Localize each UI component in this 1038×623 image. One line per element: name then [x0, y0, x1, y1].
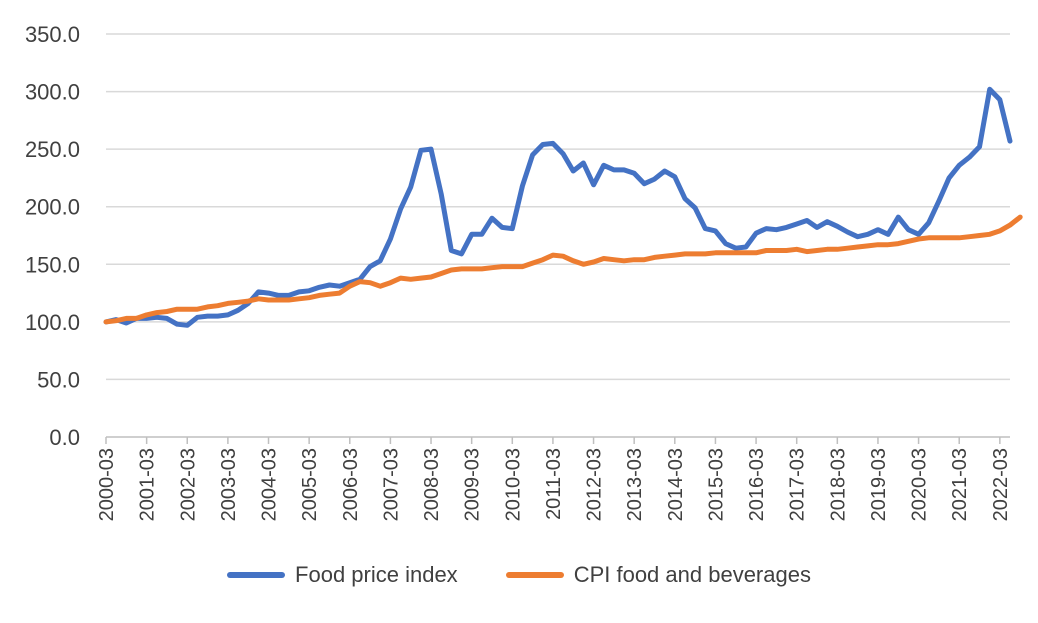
- gridlines: [106, 33, 1010, 381]
- x-tick-label: 2015-03: [705, 448, 727, 521]
- x-tick-label: 2013-03: [624, 448, 646, 521]
- y-tick-label: 350.0: [25, 22, 80, 47]
- legend-swatch-food-price-index: [227, 572, 286, 578]
- series-line-cpi-food-beverages: [103, 214, 1023, 325]
- x-tick-label: 2007-03: [380, 448, 402, 521]
- axes: 0.0 50.0 100.0 150.0 200.0 250.0 300.0 350.0 200…: [25, 22, 1012, 521]
- x-tick-label: 2009-03: [462, 448, 484, 521]
- legend-item-cpi-food-beverages: CPI food and beverages: [505, 562, 811, 588]
- x-tick-label: 2010-03: [502, 448, 524, 521]
- series-lines: [103, 86, 1023, 328]
- y-tick-label: 50.0: [37, 367, 80, 392]
- legend-swatch-cpi-food-beverages: [505, 572, 564, 578]
- x-tick-label: 2022-03: [990, 448, 1012, 521]
- x-tick-label: 2004-03: [259, 448, 281, 521]
- x-tick-label: 2005-03: [299, 448, 321, 521]
- legend-label-food-price-index: Food price index: [295, 562, 458, 587]
- series-line-food-price-index: [103, 86, 1013, 328]
- x-tick-label: 2018-03: [827, 448, 849, 521]
- line-chart: 0.0 50.0 100.0 150.0 200.0 250.0 300.0 350.0 200…: [25, 22, 1023, 521]
- y-tick-label: 200.0: [25, 195, 80, 220]
- x-tick-label: 2011-03: [543, 448, 565, 520]
- x-tick-label: 2002-03: [177, 448, 199, 521]
- x-tick-label: 2001-03: [137, 448, 159, 521]
- x-tick-label: 2008-03: [421, 448, 443, 521]
- x-tick-label: 2000-03: [96, 448, 118, 521]
- x-tick-label: 2003-03: [218, 448, 240, 521]
- y-tick-label: 300.0: [25, 80, 80, 105]
- x-tick-label: 2012-03: [584, 448, 606, 521]
- x-tick-label: 2017-03: [787, 448, 809, 521]
- x-tick-label: 2016-03: [746, 448, 768, 521]
- legend: Food price index CPI food and beverages: [0, 562, 1038, 588]
- x-tick-label: 2014-03: [665, 448, 687, 521]
- x-tick-label: 2019-03: [868, 448, 890, 521]
- legend-label-cpi-food-beverages: CPI food and beverages: [573, 562, 811, 587]
- y-tick-label: 0.0: [49, 425, 80, 450]
- y-tick-label: 250.0: [25, 137, 80, 162]
- y-tick-label: 100.0: [25, 310, 80, 335]
- x-tick-label: 2006-03: [340, 448, 362, 521]
- x-tick-label: 2020-03: [909, 448, 931, 521]
- x-tick-label: 2021-03: [949, 448, 971, 521]
- legend-item-food-price-index: Food price index: [227, 562, 458, 588]
- y-tick-label: 150.0: [25, 252, 80, 277]
